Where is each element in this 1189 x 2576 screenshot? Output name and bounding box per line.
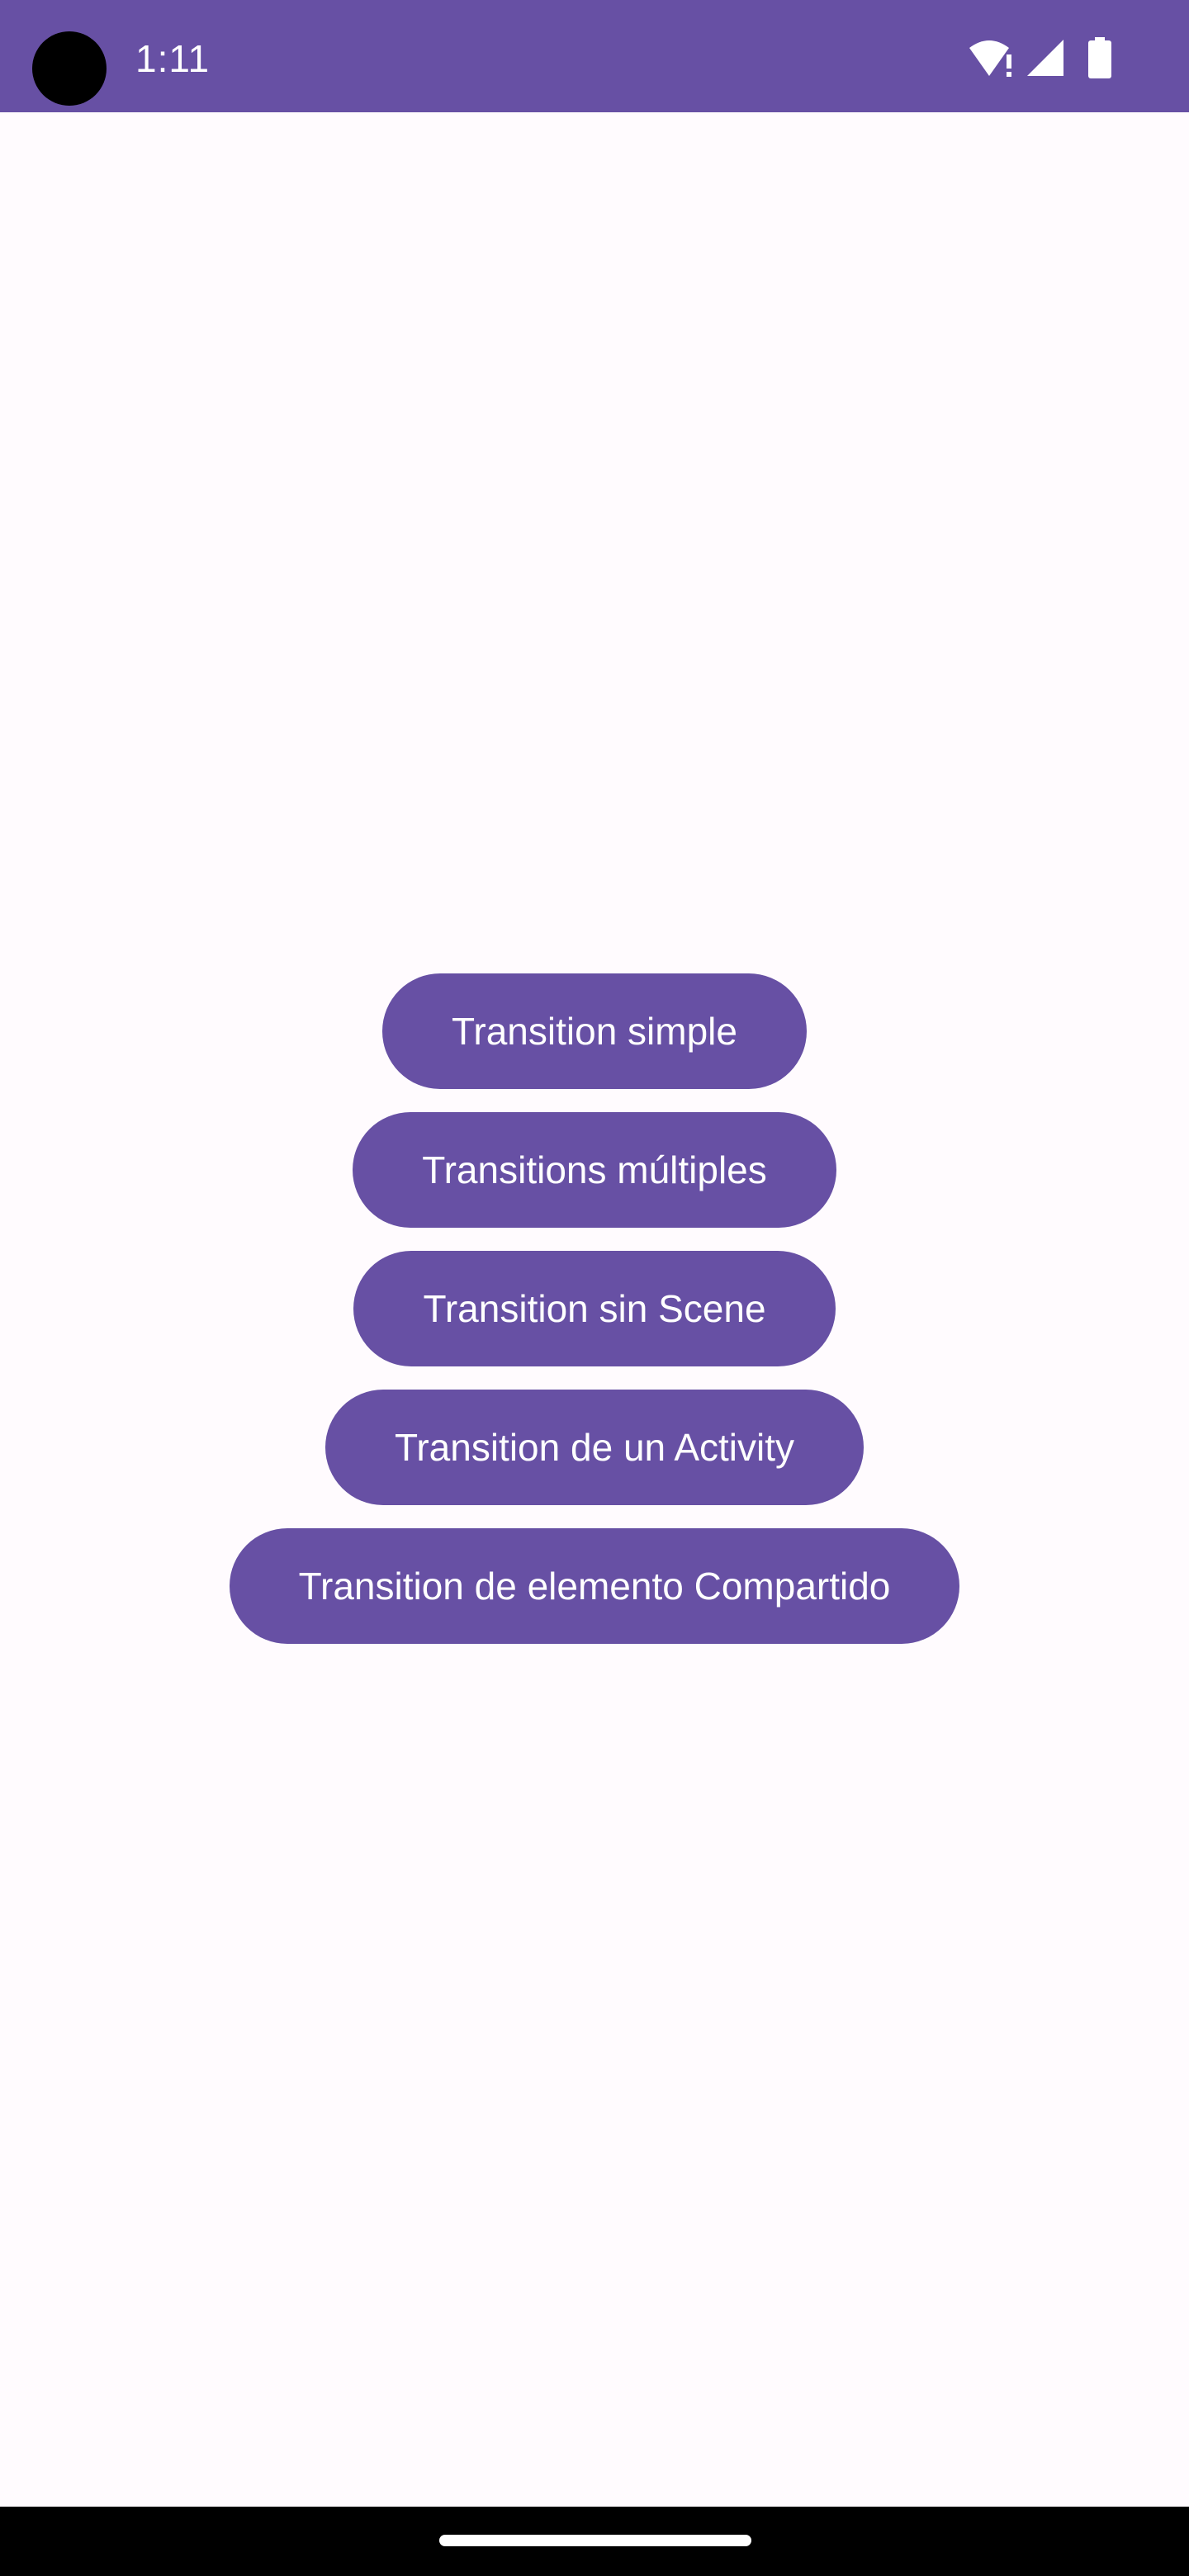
status-bar: 1:11 <box>0 0 1189 112</box>
navigation-bar <box>0 2507 1189 2576</box>
transition-shared-element-button[interactable]: Transition de elemento Compartido <box>229 1528 960 1644</box>
main-content: Transition simple Transitions múltiples … <box>0 112 1189 2507</box>
battery-icon <box>1088 37 1111 78</box>
gesture-handle[interactable] <box>439 2535 751 2546</box>
transitions-multiples-button[interactable]: Transitions múltiples <box>353 1112 836 1228</box>
transition-simple-button[interactable]: Transition simple <box>382 973 807 1089</box>
status-clock: 1:11 <box>135 37 211 80</box>
transition-activity-button[interactable]: Transition de un Activity <box>324 1390 865 1505</box>
transition-sin-scene-button[interactable]: Transition sin Scene <box>353 1251 836 1366</box>
button-list: Transition simple Transitions múltiples … <box>0 973 1189 1667</box>
status-icons <box>968 33 1111 83</box>
wifi-alert-icon <box>968 38 1016 78</box>
camera-cutout <box>32 31 107 106</box>
cellular-signal-icon <box>1027 40 1063 76</box>
